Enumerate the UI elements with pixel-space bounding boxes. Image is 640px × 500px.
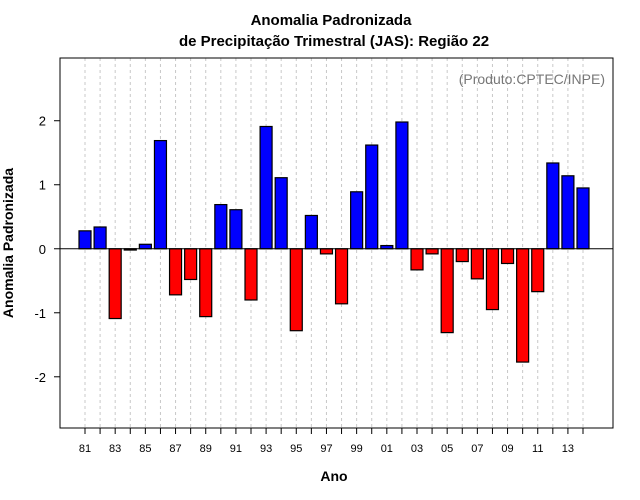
bar-2003	[410, 248, 424, 271]
bar-1985	[138, 243, 152, 250]
x-tick-label: 89	[200, 443, 212, 455]
y-tick-label: 1	[39, 178, 46, 193]
x-tick-label: 91	[230, 443, 242, 455]
x-tick-label: 13	[562, 443, 574, 455]
bar-1990	[214, 203, 228, 250]
bar-2005	[440, 248, 454, 334]
x-tick-label: 85	[139, 443, 151, 455]
bar-1998	[334, 248, 349, 305]
y-tick-label: -1	[34, 306, 46, 321]
bar-2013	[561, 175, 575, 250]
bar-1997	[319, 248, 334, 255]
bar-1988	[184, 248, 198, 281]
plot-frame	[59, 57, 614, 429]
bar-1981	[78, 230, 92, 250]
bar-2006	[455, 248, 469, 263]
x-tick-label: 97	[320, 443, 332, 455]
bar-1995	[289, 248, 303, 332]
x-tick-label: 95	[290, 443, 302, 455]
bar-1987	[168, 248, 183, 296]
bar-1994	[274, 177, 288, 250]
bar-1992	[244, 248, 258, 301]
x-tick-label: 87	[169, 443, 181, 455]
bar-1993	[259, 125, 273, 250]
source-annotation: (Produto:CPTEC/INPE)	[459, 71, 605, 87]
bar-2012	[546, 162, 560, 250]
bar-2014	[576, 187, 590, 250]
chart-title-line1: Anomalia Padronizada	[251, 12, 413, 29]
y-tick-label: 0	[39, 242, 46, 257]
x-tick-label: 05	[441, 443, 453, 455]
x-tick-label: 07	[471, 443, 483, 455]
x-tick-label: 03	[411, 443, 423, 455]
bar-1983	[108, 248, 122, 320]
bar-2007	[470, 248, 484, 280]
x-tick-label: 09	[501, 443, 513, 455]
x-tick-label: 01	[381, 443, 393, 455]
bar-2004	[425, 248, 439, 255]
bar-1991	[229, 209, 243, 250]
bar-2010	[516, 248, 530, 363]
bar-1989	[199, 248, 213, 318]
bar-2002	[395, 121, 409, 250]
bar-2011	[531, 248, 545, 293]
chart-title-line2: de Precipitação Trimestral (JAS): Região…	[179, 33, 489, 50]
y-axis-label: Anomalia Padronizada	[0, 168, 16, 318]
x-tick-label: 81	[79, 443, 91, 455]
bar-2008	[485, 248, 500, 311]
bar-1996	[304, 214, 318, 250]
x-tick-label: 83	[109, 443, 121, 455]
x-axis-label: Ano	[320, 468, 347, 484]
bar-1986	[153, 139, 168, 250]
y-tick-label: 2	[39, 114, 46, 129]
x-tick-label: 11	[532, 443, 543, 455]
x-tick-label: 93	[260, 443, 272, 455]
y-tick-label: -2	[34, 370, 46, 385]
bar-1999	[350, 191, 364, 250]
x-tick-label: 99	[351, 443, 363, 455]
bar-2009	[500, 248, 515, 265]
bar-1982	[93, 226, 107, 250]
bar-2000	[365, 144, 379, 250]
